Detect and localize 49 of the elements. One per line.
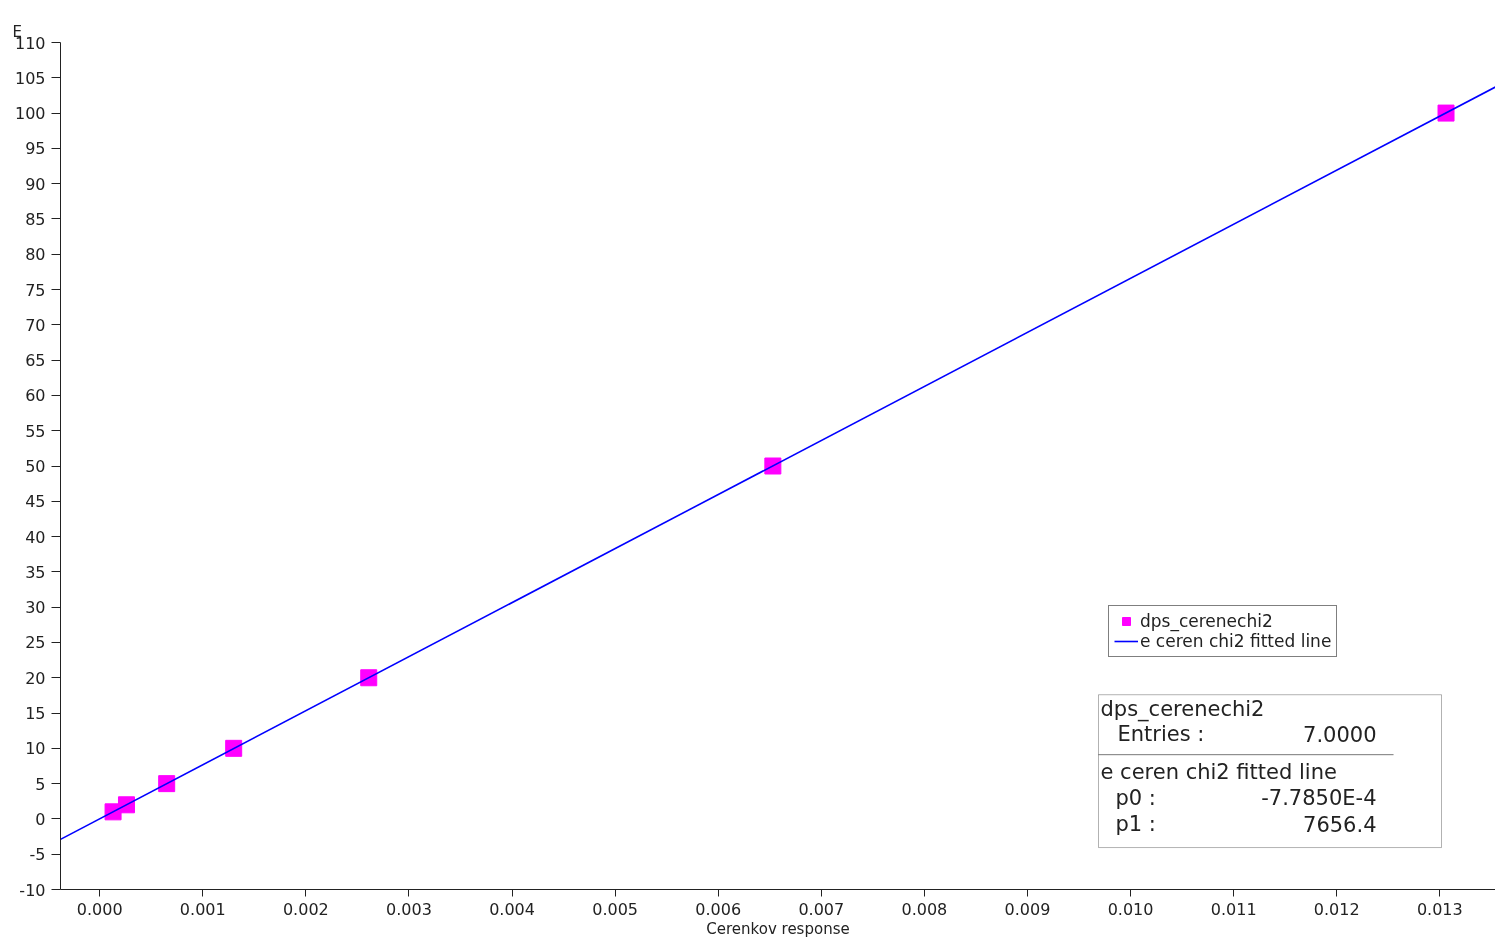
y-tick-label: 35 bbox=[25, 562, 46, 582]
y-tick-label: 40 bbox=[25, 527, 46, 547]
x-tick-label: 0.004 bbox=[489, 899, 535, 919]
y-tick-label: 95 bbox=[25, 139, 46, 159]
legend-label: e ceren chi2 fitted line bbox=[1140, 631, 1332, 651]
annotation: e ceren chi2 fitted line bbox=[1100, 759, 1337, 784]
x-tick-label: 0.002 bbox=[282, 899, 329, 919]
y-tick-label: 50 bbox=[25, 457, 46, 476]
x-tick-label: 0.010 bbox=[1107, 899, 1154, 919]
x-tick-label: 0.001 bbox=[179, 899, 226, 919]
y-tick-label: -10 bbox=[19, 880, 46, 900]
x-tick-label: 0.011 bbox=[1210, 899, 1257, 919]
y-tick-label: 65 bbox=[25, 351, 46, 371]
y-tick-label: 20 bbox=[25, 668, 46, 688]
y-tick-label: 70 bbox=[25, 315, 46, 335]
y-tick-label: 60 bbox=[25, 386, 46, 406]
annotation: 7.0000 bbox=[1303, 722, 1377, 747]
x-tick-label: 0.012 bbox=[1313, 899, 1360, 919]
y-tick-label: 25 bbox=[25, 633, 46, 653]
y-tick-label: 5 bbox=[35, 774, 46, 794]
annotation: dps_cerenechi2 bbox=[1100, 696, 1265, 722]
y-tick-label: -5 bbox=[29, 845, 46, 865]
legend-label: dps_cerenechi2 bbox=[1140, 611, 1273, 631]
y-tick-label: 30 bbox=[25, 598, 46, 618]
x-tick-label: 0.005 bbox=[592, 899, 639, 919]
y-tick-label: 45 bbox=[25, 492, 46, 512]
annotation: -7.7850E-4 bbox=[1261, 785, 1377, 810]
annotation: 7656.4 bbox=[1303, 812, 1377, 837]
annotation: Entries : bbox=[1117, 721, 1205, 746]
y-tick-label: 90 bbox=[25, 174, 46, 194]
y-tick-label: 0 bbox=[35, 809, 46, 829]
x-tick-label: 0.009 bbox=[1004, 899, 1051, 919]
x-tick-label: 0.000 bbox=[76, 899, 123, 919]
y-tick-label: 75 bbox=[25, 280, 46, 300]
x-tick-label: 0.008 bbox=[901, 899, 948, 919]
x-tick-label: 0.006 bbox=[695, 899, 742, 919]
y-tick-label: 105 bbox=[14, 68, 46, 88]
y-tick-label: 10 bbox=[25, 739, 46, 759]
x-tick-label: 0.003 bbox=[386, 899, 432, 919]
y-tick-label: 100 bbox=[14, 104, 46, 124]
annotation: p0 : bbox=[1115, 785, 1156, 810]
x-tick-label: 0.013 bbox=[1416, 899, 1463, 919]
y-tick-label: 15 bbox=[25, 704, 46, 724]
y-tick-label: 55 bbox=[25, 421, 46, 441]
annotation: p1 : bbox=[1115, 811, 1156, 836]
y-tick-label: 80 bbox=[25, 245, 46, 265]
x-tick-label: 0.007 bbox=[798, 899, 845, 919]
y-tick-label: 85 bbox=[25, 209, 46, 229]
x-axis-title: Cerenkov response bbox=[706, 919, 850, 938]
